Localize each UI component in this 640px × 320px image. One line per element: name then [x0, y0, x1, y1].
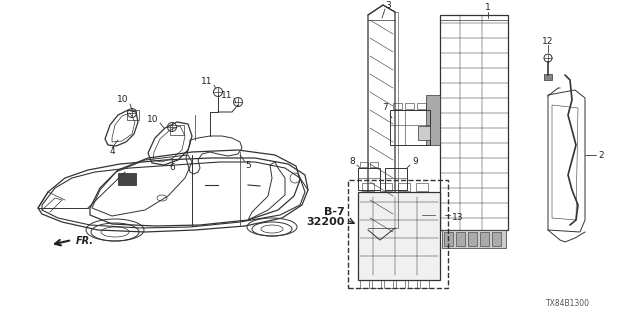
Bar: [480, 232, 489, 246]
Bar: [442, 230, 506, 248]
Bar: [372, 280, 381, 288]
Bar: [396, 280, 405, 288]
Bar: [416, 183, 428, 191]
Text: 11: 11: [221, 91, 232, 100]
Bar: [360, 280, 369, 288]
Bar: [358, 192, 440, 280]
Text: 13: 13: [452, 213, 463, 222]
Bar: [468, 232, 477, 246]
Text: 2: 2: [598, 150, 604, 159]
Text: 5: 5: [245, 161, 251, 170]
Bar: [384, 280, 393, 288]
Text: 9: 9: [412, 157, 418, 166]
Text: B-7: B-7: [324, 207, 345, 217]
Bar: [170, 125, 184, 135]
Bar: [362, 183, 374, 191]
Bar: [492, 232, 501, 246]
Bar: [426, 95, 440, 145]
Bar: [418, 126, 430, 140]
Bar: [370, 162, 378, 167]
Text: 6: 6: [169, 164, 175, 172]
Text: 3: 3: [385, 1, 391, 10]
Circle shape: [428, 212, 433, 218]
Bar: [358, 168, 380, 190]
Bar: [348, 180, 448, 288]
Bar: [440, 15, 508, 230]
Bar: [127, 110, 139, 120]
Bar: [393, 103, 402, 109]
Text: 11: 11: [200, 77, 212, 86]
Polygon shape: [552, 105, 578, 220]
Text: 10: 10: [147, 116, 158, 124]
Text: 32200: 32200: [307, 217, 345, 227]
Text: 10: 10: [116, 95, 128, 105]
Bar: [385, 168, 407, 190]
Bar: [405, 103, 414, 109]
Bar: [444, 232, 453, 246]
Bar: [360, 162, 368, 167]
Text: 8: 8: [349, 157, 355, 166]
Text: 12: 12: [542, 37, 554, 46]
Bar: [380, 183, 392, 191]
Text: 4: 4: [109, 148, 115, 156]
Text: 7: 7: [382, 103, 388, 113]
Bar: [544, 74, 552, 80]
Bar: [417, 103, 426, 109]
Text: 1: 1: [485, 4, 491, 12]
Bar: [456, 232, 465, 246]
Bar: [408, 280, 417, 288]
Bar: [420, 280, 429, 288]
Bar: [390, 110, 430, 145]
Text: TX84B1300: TX84B1300: [546, 299, 590, 308]
Bar: [398, 183, 410, 191]
Text: FR.: FR.: [76, 236, 94, 246]
Bar: [118, 173, 136, 185]
